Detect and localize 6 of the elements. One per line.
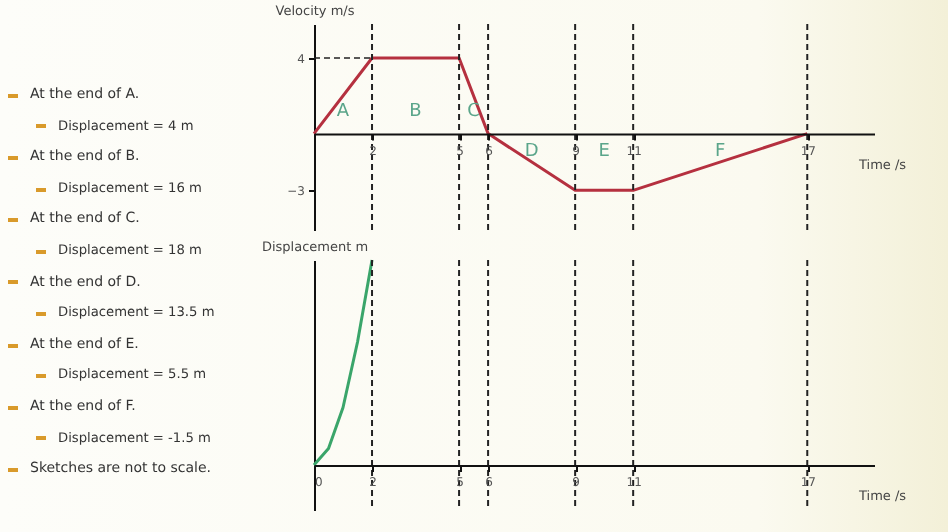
annotation: E	[598, 141, 611, 162]
annotation: A	[336, 101, 351, 122]
annotation: B	[409, 101, 422, 122]
annotation: F	[715, 141, 726, 162]
annotation: C	[467, 101, 480, 122]
annotation: D	[524, 141, 539, 162]
